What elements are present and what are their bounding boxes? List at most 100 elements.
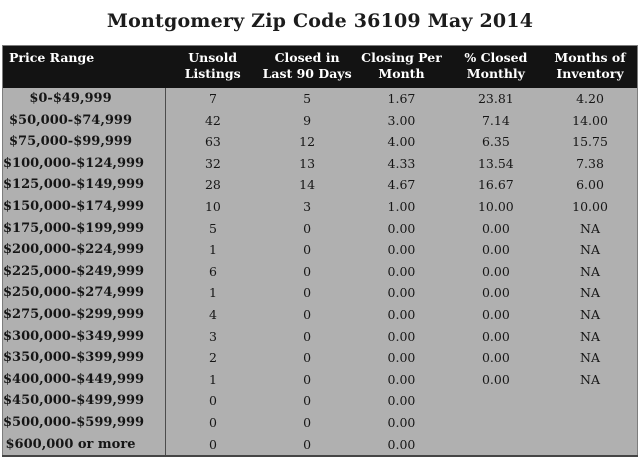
cell-pct-closed: 0.00: [448, 217, 544, 240]
cell-unsold: 1: [165, 282, 260, 304]
cell-price-range: $225,000-$249,999: [2, 260, 166, 283]
cell-months-inventory: 10.00: [543, 195, 638, 218]
col-header-price-range: Price Range: [2, 45, 166, 88]
cell-closing-per-month: 0.00: [354, 325, 449, 348]
cell-closed-90: 0: [259, 303, 355, 326]
cell-closed-90: 0: [259, 282, 355, 304]
col-header-unsold-listings: Unsold Listings: [165, 45, 260, 88]
table-row: $500,000-$599,999 0 0 0.00: [2, 411, 638, 434]
cell-closed-90: 5: [259, 88, 355, 110]
cell-closing-per-month: 0.00: [354, 347, 449, 369]
cell-unsold: 28: [165, 174, 260, 196]
cell-months-inventory: NA: [543, 368, 638, 391]
cell-pct-closed: 6.35: [448, 131, 544, 153]
cell-pct-closed: 16.67: [448, 174, 544, 196]
col-header-label: Listings: [184, 66, 241, 81]
cell-months-inventory: NA: [543, 260, 638, 283]
table-row: $100,000-$124,999 32 13 4.33 13.54 7.38: [2, 152, 638, 175]
cell-pct-closed: 23.81: [448, 88, 544, 110]
cell-pct-closed: [448, 411, 544, 434]
cell-closed-90: 0: [259, 411, 355, 434]
table-row: $350,000-$399,999 2 0 0.00 0.00 NA: [2, 347, 638, 369]
cell-unsold: 2: [165, 347, 260, 369]
cell-closed-90: 0: [259, 260, 355, 283]
table-row: $175,000-$199,999 5 0 0.00 0.00 NA: [2, 217, 638, 240]
cell-closed-90: 0: [259, 368, 355, 391]
cell-price-range: $75,000-$99,999: [2, 131, 166, 153]
cell-closing-per-month: 3.00: [354, 109, 449, 132]
cell-pct-closed: [448, 390, 544, 412]
cell-months-inventory: 6.00: [543, 174, 638, 196]
cell-closed-90: 0: [259, 217, 355, 240]
col-header-label: Inventory: [556, 66, 624, 81]
cell-pct-closed: 0.00: [448, 303, 544, 326]
cell-unsold: 5: [165, 217, 260, 240]
cell-price-range: $350,000-$399,999: [2, 347, 166, 369]
cell-pct-closed: 0.00: [448, 368, 544, 391]
cell-months-inventory: NA: [543, 239, 638, 261]
cell-pct-closed: 7.14: [448, 109, 544, 132]
cell-months-inventory: NA: [543, 347, 638, 369]
table-row: $600,000 or more 0 0 0.00: [2, 433, 638, 457]
cell-months-inventory: NA: [543, 217, 638, 240]
cell-unsold: 1: [165, 368, 260, 391]
cell-closing-per-month: 0.00: [354, 433, 449, 457]
cell-price-range: $275,000-$299,999: [2, 303, 166, 326]
cell-months-inventory: NA: [543, 282, 638, 304]
cell-price-range: $175,000-$199,999: [2, 217, 166, 240]
col-header-closing-per-month: Closing Per Month: [354, 45, 449, 88]
cell-unsold: 7: [165, 88, 260, 110]
cell-closed-90: 12: [259, 131, 355, 153]
col-header-label: % Closed: [464, 50, 528, 65]
table-row: $0-$49,999 7 5 1.67 23.81 4.20: [2, 88, 638, 110]
cell-closing-per-month: 0.00: [354, 239, 449, 261]
cell-months-inventory: [543, 433, 638, 457]
cell-closed-90: 0: [259, 239, 355, 261]
cell-price-range: $300,000-$349,999: [2, 325, 166, 348]
cell-months-inventory: [543, 390, 638, 412]
cell-closing-per-month: 0.00: [354, 217, 449, 240]
cell-unsold: 6: [165, 260, 260, 283]
cell-closing-per-month: 0.00: [354, 260, 449, 283]
cell-pct-closed: 13.54: [448, 152, 544, 175]
cell-months-inventory: 7.38: [543, 152, 638, 175]
page-title: Montgomery Zip Code 36109 May 2014: [106, 10, 534, 32]
col-header-pct-closed-monthly: % Closed Monthly: [448, 45, 544, 88]
col-header-label: Month: [378, 66, 425, 81]
cell-closed-90: 0: [259, 325, 355, 348]
cell-closing-per-month: 0.00: [354, 411, 449, 434]
table-row: $200,000-$224,999 1 0 0.00 0.00 NA: [2, 239, 638, 261]
cell-unsold: 0: [165, 433, 260, 457]
cell-months-inventory: NA: [543, 325, 638, 348]
cell-closed-90: 14: [259, 174, 355, 196]
cell-pct-closed: 0.00: [448, 347, 544, 369]
col-header-closed-90-days: Closed in Last 90 Days: [259, 45, 355, 88]
cell-pct-closed: 0.00: [448, 239, 544, 261]
col-header-label: Closing Per: [361, 50, 442, 65]
cell-unsold: 3: [165, 325, 260, 348]
cell-closed-90: 13: [259, 152, 355, 175]
cell-price-range: $125,000-$149,999: [2, 174, 166, 196]
table-row: $250,000-$274,999 1 0 0.00 0.00 NA: [2, 282, 638, 304]
cell-price-range: $500,000-$599,999: [2, 411, 166, 434]
cell-closing-per-month: 4.67: [354, 174, 449, 196]
cell-months-inventory: [543, 411, 638, 434]
table-body: $0-$49,999 7 5 1.67 23.81 4.20 $50,000-$…: [2, 88, 638, 457]
cell-months-inventory: 15.75: [543, 131, 638, 153]
table-header: Price Range Unsold Listings Closed in La…: [2, 45, 638, 88]
cell-closing-per-month: 1.00: [354, 195, 449, 218]
table-row: $400,000-$449,999 1 0 0.00 0.00 NA: [2, 368, 638, 391]
cell-pct-closed: 10.00: [448, 195, 544, 218]
cell-pct-closed: 0.00: [448, 282, 544, 304]
cell-closing-per-month: 0.00: [354, 282, 449, 304]
cell-closed-90: 9: [259, 109, 355, 132]
cell-closing-per-month: 4.00: [354, 131, 449, 153]
cell-price-range: $450,000-$499,999: [2, 390, 166, 412]
table-row: $275,000-$299,999 4 0 0.00 0.00 NA: [2, 303, 638, 326]
cell-closing-per-month: 4.33: [354, 152, 449, 175]
cell-unsold: 63: [165, 131, 260, 153]
cell-price-range: $250,000-$274,999: [2, 282, 166, 304]
cell-unsold: 10: [165, 195, 260, 218]
cell-closing-per-month: 1.67: [354, 88, 449, 110]
